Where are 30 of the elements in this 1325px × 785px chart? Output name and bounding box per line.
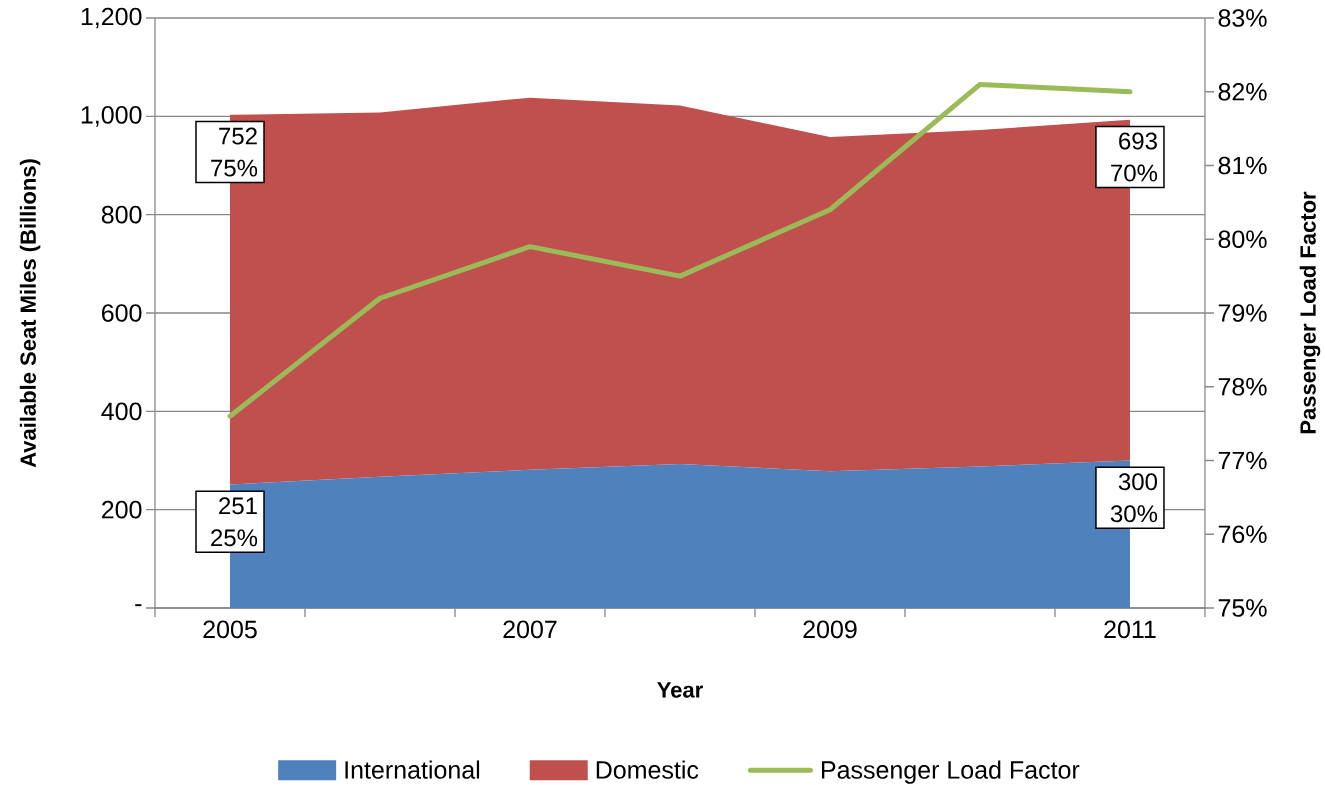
y2-tick-label: 77% — [1218, 451, 1267, 470]
x-axis-title: Year — [657, 682, 703, 698]
y2-tick-label: 75% — [1218, 599, 1267, 617]
data-label: 752 75% — [211, 127, 258, 177]
data-label: 251 25% — [211, 497, 258, 547]
data-label: 300 30% — [1110, 473, 1158, 523]
legend-label: International — [345, 760, 480, 779]
y2-axis-title: Passenger Load Factor — [1299, 191, 1321, 434]
y2-tick-label: 83% — [1218, 9, 1267, 27]
x-tick-label: 2007 — [503, 620, 557, 639]
y2-tick-label: 82% — [1218, 82, 1267, 101]
y2-tick-label: 78% — [1218, 377, 1267, 396]
y2-tick-label: 81% — [1218, 156, 1267, 175]
y-tick-label: 1,000 — [81, 106, 142, 127]
legend-label: Passenger Load Factor — [821, 760, 1080, 784]
y2-tick-label: 80% — [1218, 230, 1267, 249]
data-label: 693 70% — [1111, 132, 1158, 182]
y-tick-label: 200 — [102, 500, 142, 519]
y2-tick-label: 79% — [1218, 304, 1267, 322]
x-tick-label: 2011 — [1104, 620, 1156, 639]
legend-label: Domestic — [596, 760, 699, 779]
y-axis-title: Available Seat Miles (Billions) — [19, 159, 41, 468]
y-tick-label: 1,200 — [81, 7, 142, 29]
x-tick-label: 2005 — [203, 620, 257, 639]
y-tick-label: - — [135, 604, 142, 607]
y-tick-label: 400 — [101, 402, 142, 421]
x-tick-label: 2009 — [803, 620, 857, 639]
y-tick-label: 600 — [102, 304, 142, 322]
y2-tick-label: 76% — [1218, 525, 1267, 544]
y-tick-label: 800 — [101, 205, 142, 224]
